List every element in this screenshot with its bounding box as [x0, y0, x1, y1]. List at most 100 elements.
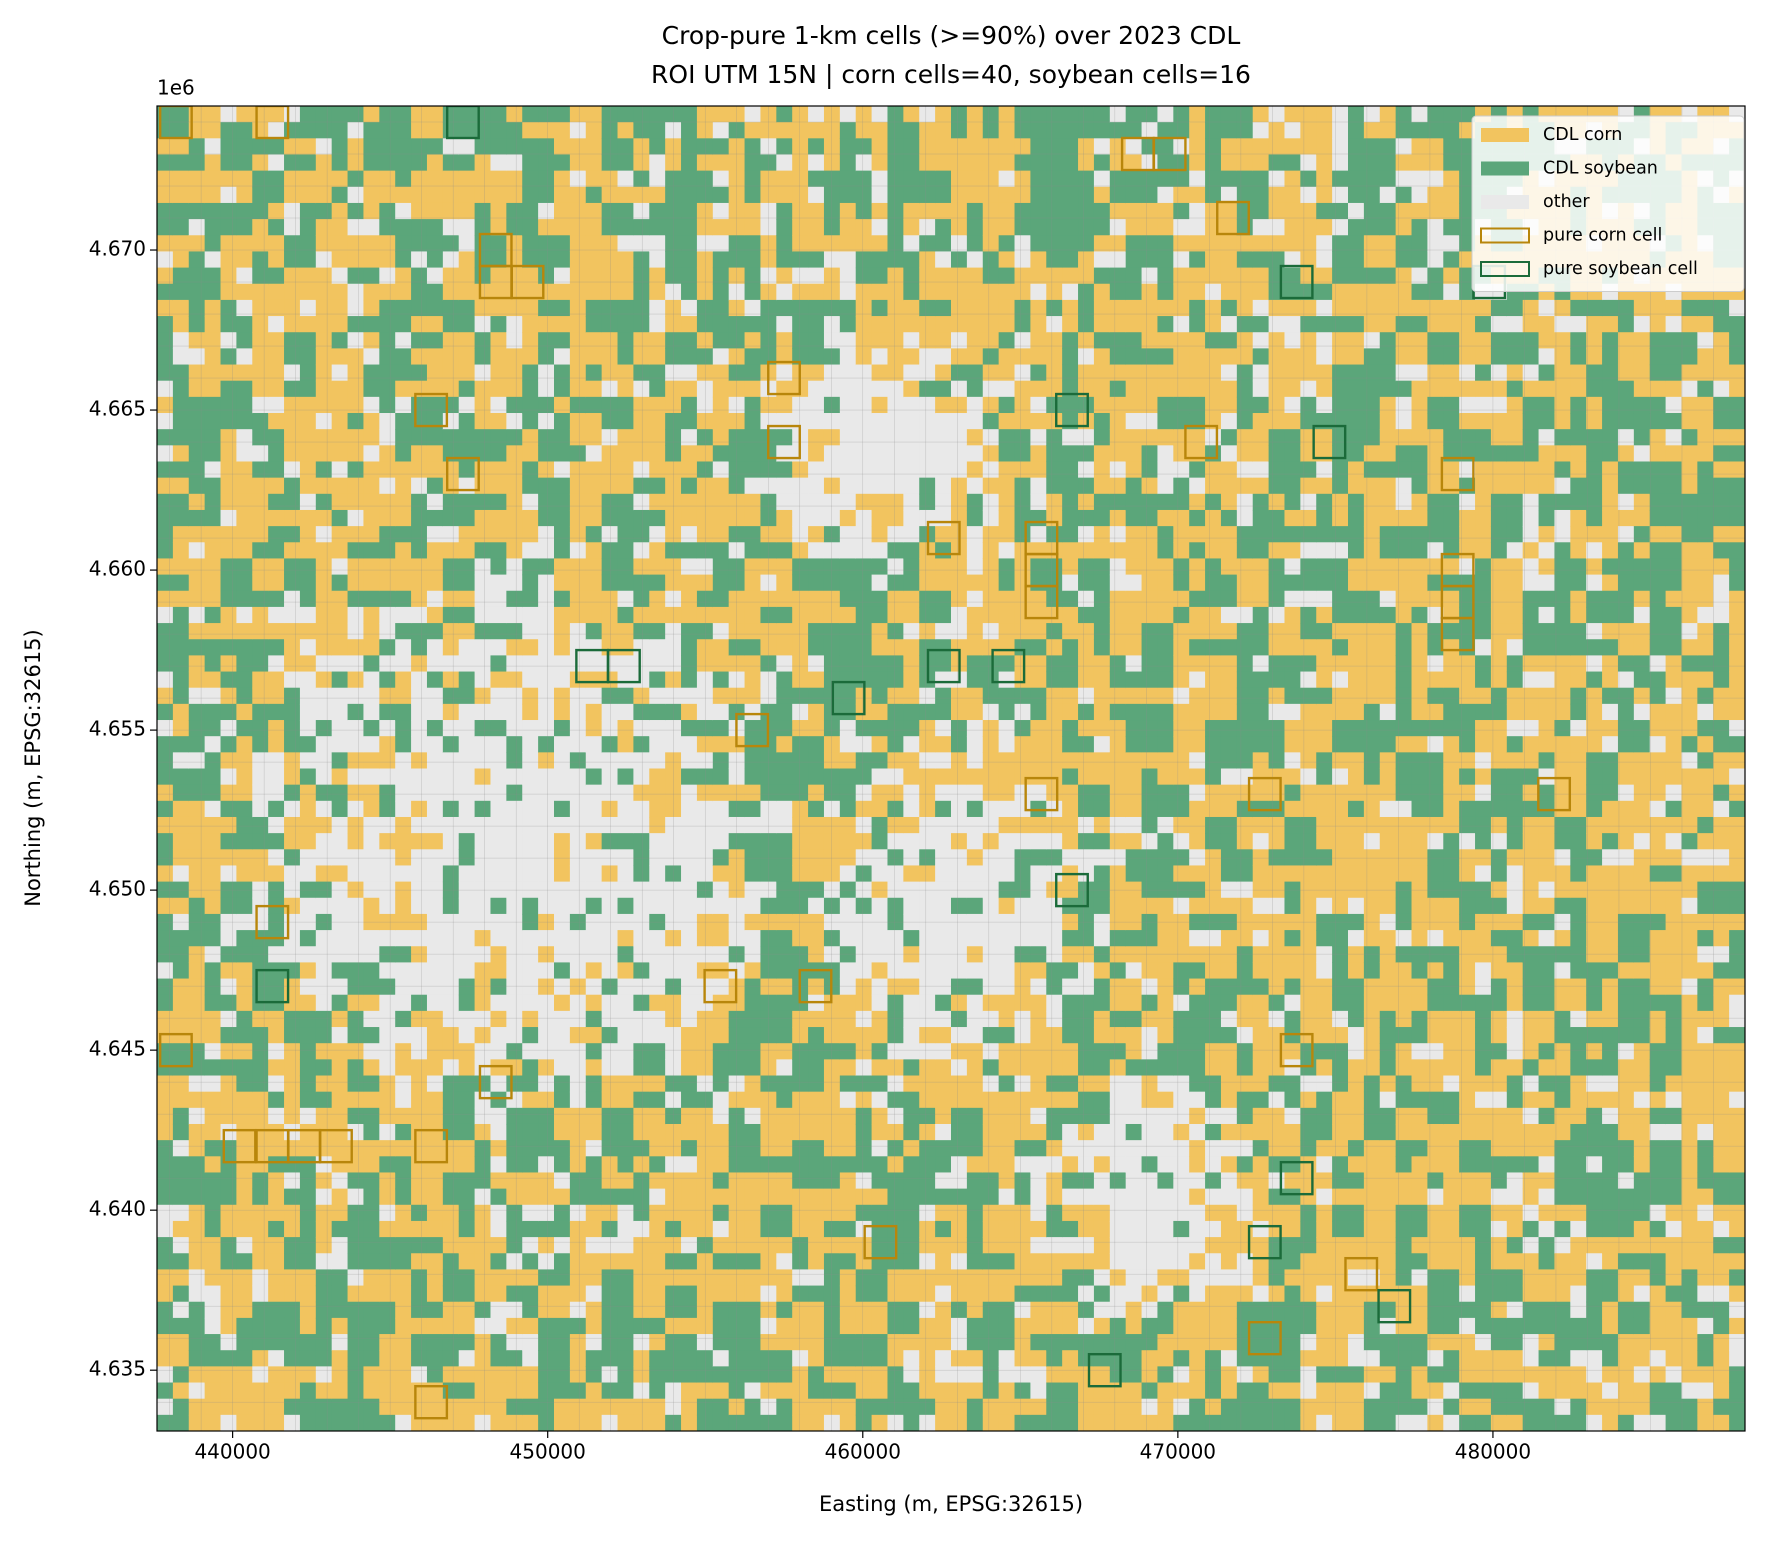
land-cover-pixel — [1078, 106, 1095, 123]
land-cover-pixel — [855, 720, 873, 737]
land-cover-pixel — [284, 526, 301, 543]
land-cover-pixel — [871, 348, 889, 366]
land-cover-pixel — [712, 978, 730, 996]
land-cover-pixel — [1078, 235, 1095, 253]
land-cover-pixel — [506, 186, 523, 204]
land-cover-pixel — [712, 1220, 730, 1238]
land-cover-pixel — [1046, 962, 1063, 980]
land-cover-pixel — [395, 1317, 412, 1335]
land-cover-pixel — [792, 687, 809, 705]
land-cover-pixel — [633, 493, 650, 511]
land-cover-pixel — [284, 235, 301, 253]
land-cover-pixel — [299, 122, 317, 139]
land-cover-pixel — [1014, 1059, 1031, 1077]
land-cover-pixel — [284, 1350, 301, 1367]
land-cover-pixel — [776, 1027, 793, 1044]
land-cover-pixel — [776, 1140, 793, 1157]
land-cover-pixel — [379, 542, 396, 560]
land-cover-pixel — [188, 930, 206, 947]
land-cover-pixel — [236, 364, 253, 382]
land-cover-pixel — [935, 251, 952, 269]
land-cover-pixel — [1014, 461, 1031, 479]
land-cover-pixel — [315, 186, 333, 204]
land-cover-pixel — [252, 542, 269, 560]
land-cover-pixel — [1062, 881, 1079, 899]
land-cover-pixel — [522, 509, 539, 527]
land-cover-pixel — [347, 186, 365, 204]
land-cover-pixel — [426, 1269, 444, 1287]
land-cover-pixel — [474, 1285, 492, 1303]
land-cover-pixel — [633, 219, 650, 236]
land-cover-pixel — [601, 752, 619, 770]
land-cover-pixel — [903, 736, 920, 753]
land-cover-pixel — [903, 1091, 920, 1109]
land-cover-pixel — [1109, 461, 1127, 479]
land-cover-pixel — [649, 186, 666, 204]
land-cover-pixel — [395, 1220, 412, 1238]
land-cover-pixel — [617, 816, 634, 834]
land-cover-pixel — [1014, 1027, 1031, 1044]
land-cover-pixel — [1109, 380, 1127, 398]
land-cover-pixel — [172, 590, 190, 608]
land-cover-pixel — [585, 833, 603, 850]
land-cover-pixel — [569, 946, 587, 964]
land-cover-pixel — [426, 219, 444, 236]
land-cover-pixel — [760, 1269, 777, 1287]
land-cover-pixel — [1078, 1350, 1095, 1367]
land-cover-pixel — [935, 994, 952, 1012]
land-cover-pixel — [1109, 348, 1127, 366]
land-cover-pixel — [506, 1156, 523, 1174]
land-cover-pixel — [887, 267, 904, 285]
land-cover-pixel — [982, 703, 1000, 721]
land-cover-pixel — [569, 558, 587, 576]
land-cover-pixel — [585, 655, 603, 673]
land-cover-pixel — [887, 606, 904, 624]
land-cover-pixel — [982, 348, 1000, 366]
land-cover-pixel — [855, 1156, 873, 1174]
land-cover-pixel — [315, 106, 333, 123]
land-cover-pixel — [1062, 316, 1079, 333]
land-cover-pixel — [776, 897, 793, 915]
land-cover-pixel — [172, 1107, 190, 1125]
land-cover-pixel — [1014, 574, 1031, 592]
land-cover-pixel — [585, 364, 603, 382]
land-cover-pixel — [1093, 1285, 1111, 1303]
land-cover-pixel — [474, 332, 492, 349]
land-cover-pixel — [554, 1123, 571, 1141]
land-cover-pixel — [284, 639, 301, 656]
land-cover-pixel — [569, 1382, 587, 1400]
land-cover-pixel — [1014, 623, 1031, 640]
land-cover-pixel — [744, 574, 762, 592]
land-cover-pixel — [1109, 283, 1127, 301]
land-cover-pixel — [696, 1075, 714, 1093]
land-cover-pixel — [284, 978, 301, 996]
land-cover-pixel — [823, 299, 841, 317]
land-cover-pixel — [1030, 816, 1047, 834]
land-cover-pixel — [284, 623, 301, 640]
land-cover-pixel — [1046, 865, 1063, 883]
land-cover-pixel — [284, 558, 301, 576]
land-cover-pixel — [490, 316, 507, 333]
land-cover-pixel — [252, 251, 269, 269]
land-cover-pixel — [966, 671, 984, 689]
land-cover-pixel — [633, 138, 650, 156]
land-cover-pixel — [379, 590, 396, 608]
land-cover-pixel — [855, 833, 873, 850]
land-cover-pixel — [903, 542, 920, 560]
land-cover-pixel — [585, 380, 603, 398]
land-cover-pixel — [617, 606, 634, 624]
land-cover-pixel — [649, 1382, 666, 1400]
land-cover-pixel — [490, 526, 507, 543]
land-cover-pixel — [728, 897, 746, 915]
land-cover-pixel — [569, 154, 587, 172]
land-cover-pixel — [585, 396, 603, 414]
land-cover-pixel — [966, 299, 984, 317]
land-cover-pixel — [1014, 833, 1031, 850]
land-cover-pixel — [951, 865, 968, 883]
land-cover-pixel — [1030, 720, 1047, 737]
land-cover-pixel — [665, 477, 682, 495]
land-cover-pixel — [347, 526, 365, 543]
land-cover-pixel — [474, 299, 492, 317]
land-cover-pixel — [585, 1107, 603, 1125]
land-cover-pixel — [395, 881, 412, 899]
